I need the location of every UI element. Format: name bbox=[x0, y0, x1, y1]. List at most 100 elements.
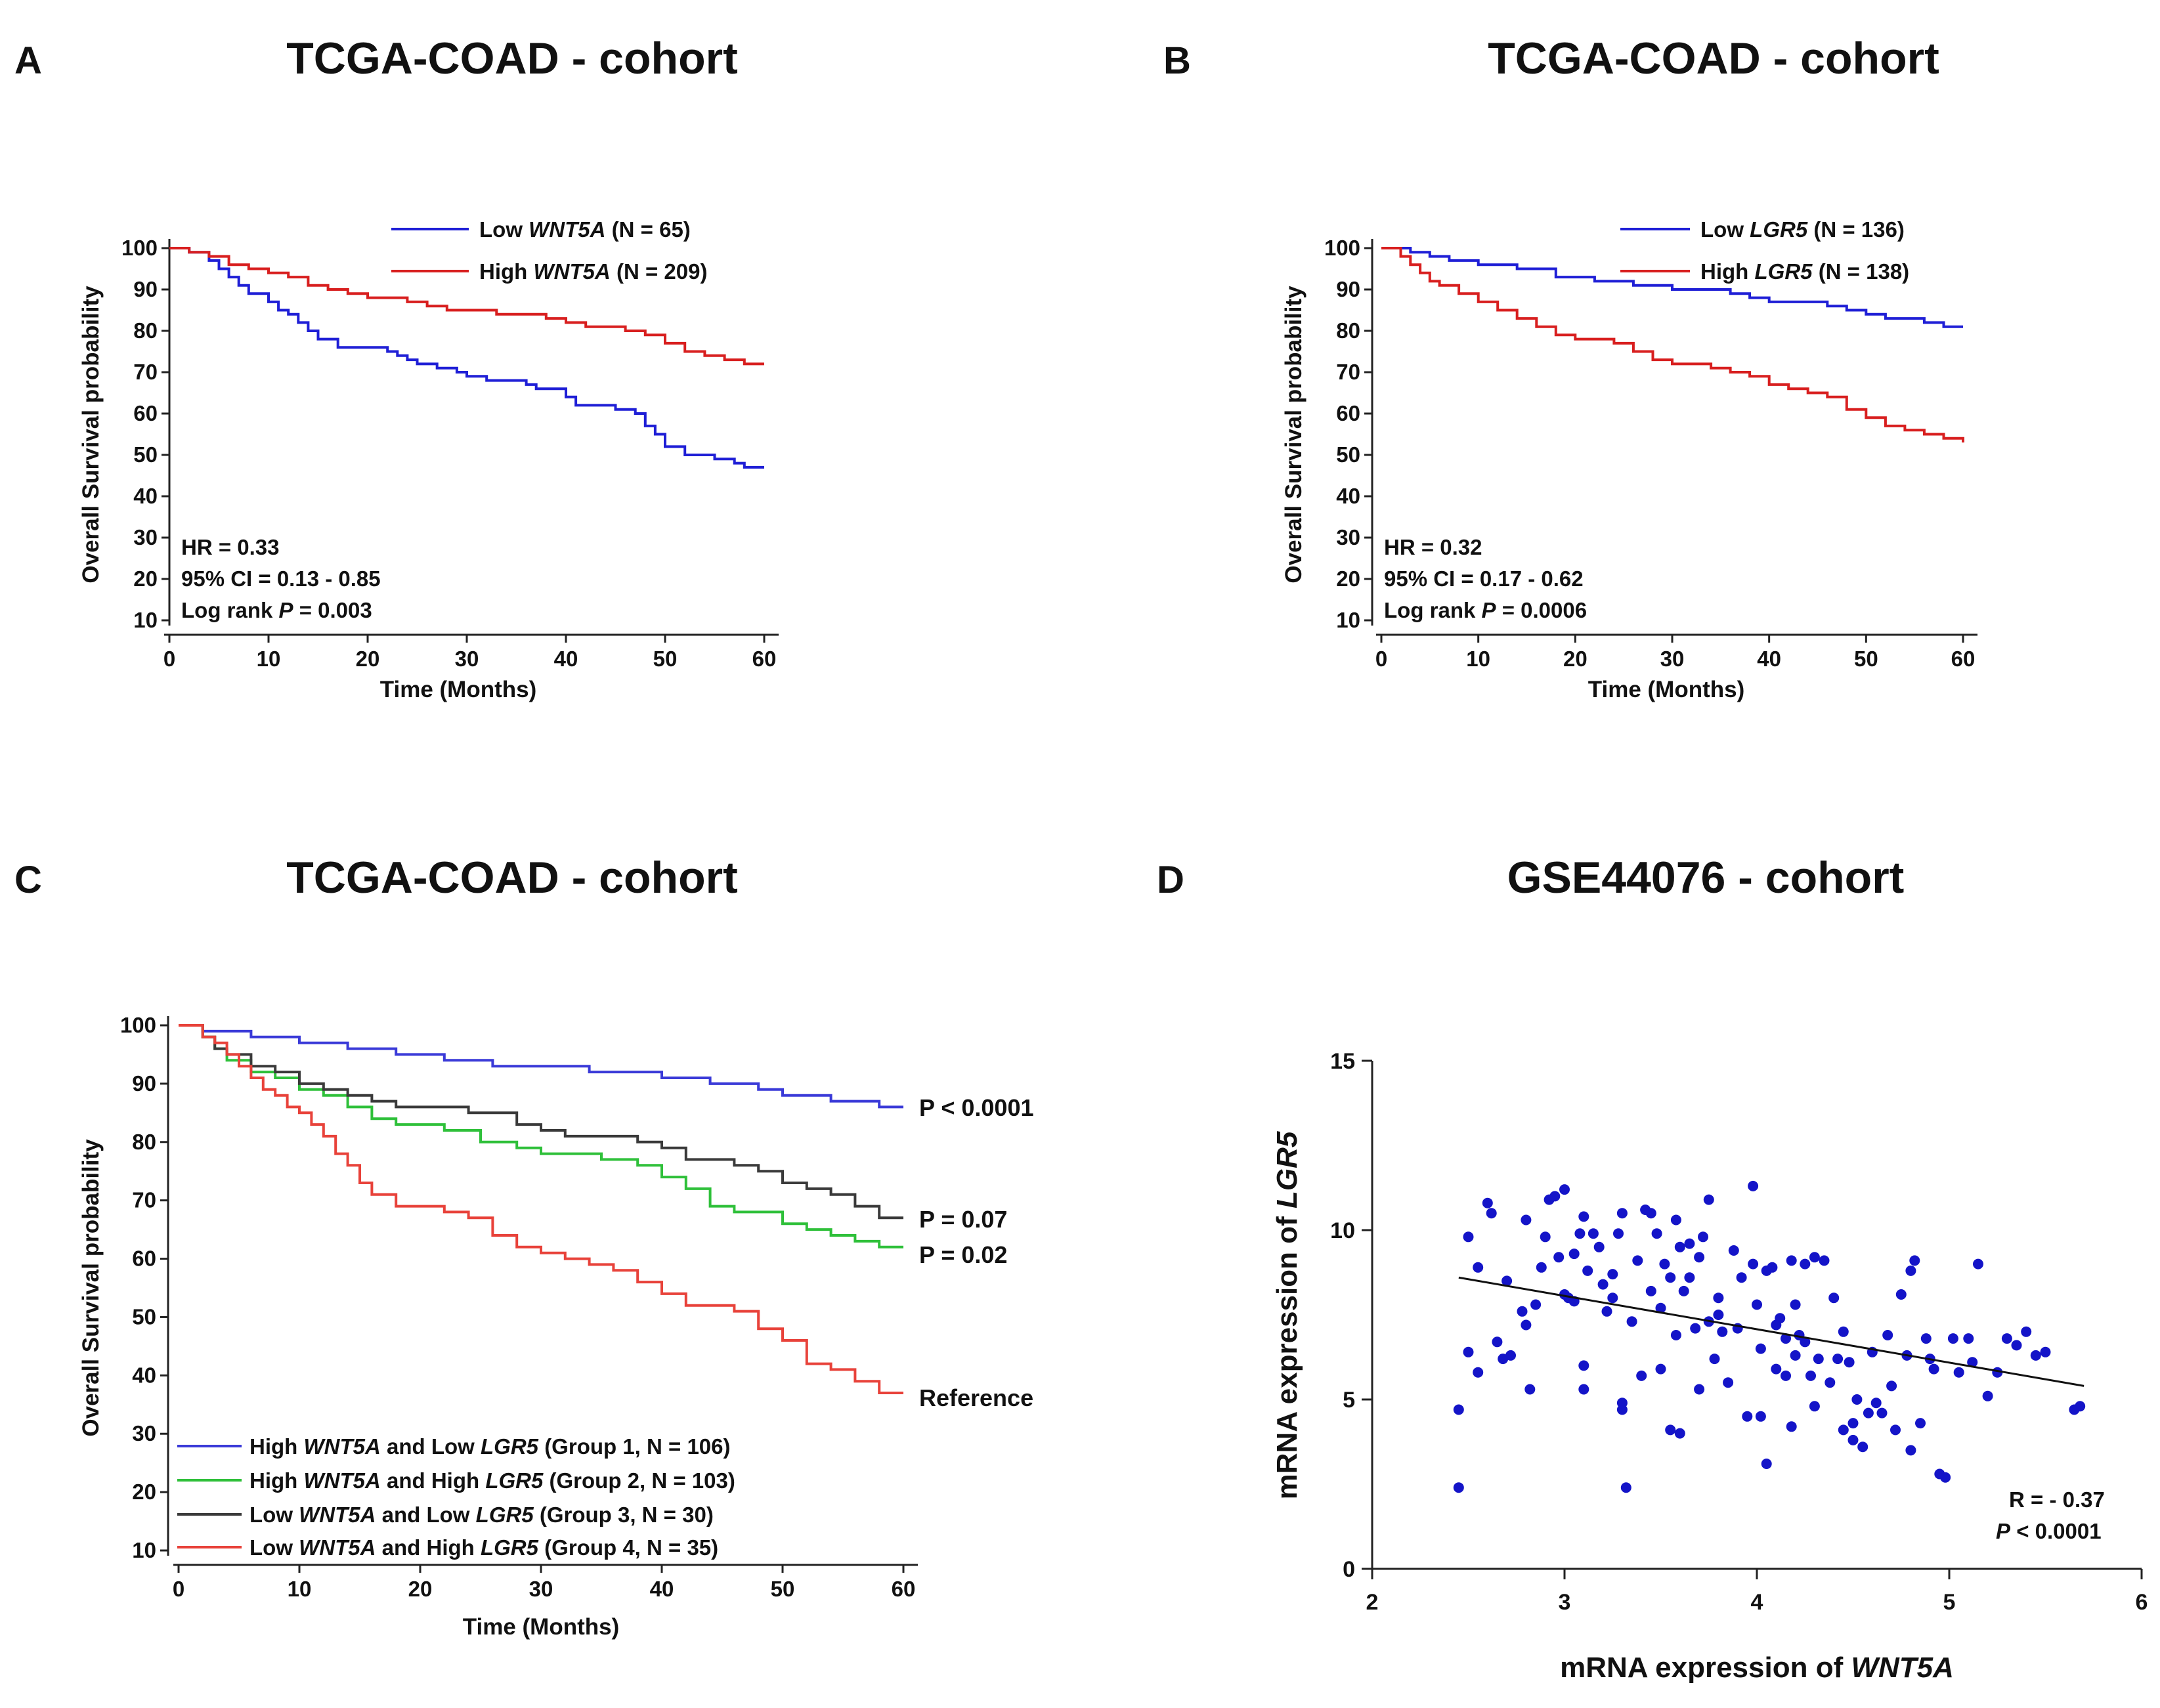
panel-b-hr: HR = 0.32 bbox=[1384, 535, 1482, 559]
panel-b-y-tick-label: 10 bbox=[1336, 608, 1360, 632]
panel-b-y-tick-label: 40 bbox=[1336, 484, 1360, 508]
panel-b-curve-high-lgr5 bbox=[1381, 247, 1964, 443]
scatter-point bbox=[1781, 1333, 1791, 1344]
group-1-p-value: P < 0.0001 bbox=[919, 1094, 1034, 1121]
scatter-point bbox=[1620, 1482, 1631, 1493]
panel-b-y-tick-label: 100 bbox=[1324, 236, 1360, 260]
panel-c-y-tick-label: 100 bbox=[120, 1013, 156, 1037]
panel-b-y-tick-label: 90 bbox=[1336, 277, 1360, 301]
scatter-point bbox=[1665, 1272, 1676, 1283]
scatter-point bbox=[1521, 1319, 1532, 1331]
panel-d-y-axis-label: mRNA expression of LGR5 bbox=[1271, 1131, 1303, 1499]
scatter-point bbox=[1670, 1214, 1681, 1226]
panel-b-curve-low-lgr5 bbox=[1381, 247, 1963, 328]
scatter-point bbox=[1786, 1255, 1797, 1266]
scatter-point bbox=[1755, 1411, 1766, 1422]
scatter-point bbox=[1553, 1252, 1565, 1263]
scatter-point bbox=[1492, 1336, 1503, 1348]
panel-a-title: TCGA-COAD - cohort bbox=[286, 33, 737, 83]
panel-b-x-tick-label: 20 bbox=[1563, 647, 1588, 671]
scatter-point bbox=[1761, 1459, 1772, 1469]
panel-a-curve-low-wnt5a bbox=[169, 247, 764, 469]
legend-label-group-3: Low WNT5A and Low LGR5 (Group 3, N = 30) bbox=[249, 1503, 714, 1527]
panel-d-y-tick-label: 15 bbox=[1330, 1049, 1355, 1074]
scatter-point bbox=[1851, 1394, 1863, 1405]
panel-c-curve-group-4 bbox=[179, 1024, 903, 1394]
panel-a-y-tick-label: 10 bbox=[133, 608, 158, 632]
scatter-point bbox=[1786, 1421, 1797, 1432]
scatter-point bbox=[1809, 1401, 1820, 1412]
panel-a-x-tick-label: 0 bbox=[163, 647, 175, 671]
legend-label-group-1: High WNT5A and Low LGR5 (Group 1, N = 10… bbox=[249, 1434, 731, 1459]
scatter-point bbox=[1982, 1390, 1993, 1401]
scatter-point bbox=[1767, 1262, 1778, 1273]
panel-d-x-axis-label: mRNA expression of WNT5A bbox=[1560, 1652, 1954, 1684]
panel-d-letter: D bbox=[1157, 859, 1184, 901]
scatter-point bbox=[1655, 1363, 1666, 1375]
scatter-point bbox=[1928, 1363, 1939, 1375]
panel-b-ci: 95% CI = 0.17 - 0.62 bbox=[1384, 566, 1584, 591]
panel-b-letter: B bbox=[1163, 39, 1191, 82]
panel-a-y-tick-label: 40 bbox=[133, 484, 158, 508]
scatter-point bbox=[1659, 1258, 1670, 1270]
panel-a-letter: A bbox=[14, 39, 42, 82]
panel-b-y-tick-label: 60 bbox=[1336, 401, 1360, 425]
panel-c-plot-area: 10 20 30 40 50 60 70 80 90 100 0 10 20 30 40 50 60 bbox=[120, 1013, 918, 1601]
panel-c-letter: C bbox=[14, 859, 42, 901]
panel-d-x-tick-label: 2 bbox=[1366, 1590, 1379, 1615]
scatter-point bbox=[1800, 1258, 1811, 1270]
panel-d-y-tick-label: 10 bbox=[1330, 1218, 1355, 1243]
scatter-point bbox=[1790, 1299, 1801, 1310]
scatter-point bbox=[1920, 1333, 1932, 1344]
scatter-point bbox=[1694, 1252, 1705, 1263]
scatter-point bbox=[1568, 1249, 1580, 1260]
panel-d: D GSE44076 - cohort 0 5 10 15 2 3 4 5 6 mRNA exp… bbox=[1157, 853, 2148, 1684]
panel-a-statistics: HR = 0.33 95% CI = 0.13 - 0.85 Log rank … bbox=[181, 535, 381, 622]
panel-a-legend: Low WNT5A (N = 65) High WNT5A (N = 209) bbox=[391, 217, 707, 284]
scatter-point bbox=[1636, 1370, 1647, 1381]
legend-label-group-4: Low WNT5A and High LGR5 (Group 4, N = 35… bbox=[249, 1535, 718, 1560]
panel-c-curve-group-3 bbox=[179, 1024, 903, 1220]
scatter-point bbox=[1549, 1191, 1561, 1202]
regression-line bbox=[1458, 1276, 2084, 1387]
scatter-point bbox=[1582, 1265, 1593, 1276]
scatter-point bbox=[1593, 1241, 1605, 1252]
panel-c-x-tick-label: 30 bbox=[529, 1577, 553, 1601]
scatter-point bbox=[1838, 1424, 1849, 1436]
scatter-point bbox=[1505, 1350, 1516, 1361]
scatter-point bbox=[1616, 1208, 1628, 1219]
panel-a-x-tick-label: 20 bbox=[356, 647, 380, 671]
scatter-point bbox=[1674, 1428, 1685, 1439]
scatter-point bbox=[1616, 1404, 1628, 1415]
panel-b-statistics: HR = 0.32 95% CI = 0.17 - 0.62 Log rank … bbox=[1384, 535, 1587, 622]
scatter-point bbox=[1463, 1346, 1474, 1357]
panel-c-y-tick-label: 20 bbox=[132, 1480, 156, 1504]
scatter-point bbox=[1844, 1357, 1855, 1368]
panel-b-x-axis-label: Time (Months) bbox=[1588, 677, 1745, 702]
panel-c-x-tick-label: 40 bbox=[650, 1577, 674, 1601]
group-3-p-value: P = 0.07 bbox=[919, 1206, 1007, 1233]
scatter-point bbox=[1800, 1336, 1811, 1348]
scatter-point bbox=[1713, 1292, 1724, 1304]
panel-a-y-tick-label: 50 bbox=[133, 442, 158, 467]
panel-b-y-tick-label: 20 bbox=[1336, 566, 1360, 591]
panel-d-title: GSE44076 - cohort bbox=[1507, 853, 1905, 903]
panel-a-x-tick-label: 60 bbox=[752, 647, 777, 671]
group-4-reference: Reference bbox=[919, 1384, 1033, 1411]
panel-a-ci: 95% CI = 0.13 - 0.85 bbox=[181, 566, 381, 591]
panel-c-y-tick-label: 90 bbox=[132, 1071, 156, 1096]
panel-b-y-axis-label: Overall Survival probability bbox=[1281, 286, 1307, 584]
scatter-point bbox=[1670, 1330, 1681, 1340]
panel-c-y-tick-label: 60 bbox=[132, 1247, 156, 1271]
scatter-point bbox=[1665, 1424, 1676, 1436]
scatter-point bbox=[1645, 1285, 1656, 1296]
scatter-point bbox=[1819, 1255, 1830, 1266]
panel-b-x-tick-label: 40 bbox=[1757, 647, 1781, 671]
panel-b-plot-area: 10 20 30 40 50 60 70 80 90 100 0 10 20 30 40 50 60 bbox=[1324, 236, 1977, 671]
panel-c-y-tick-label: 40 bbox=[132, 1363, 156, 1387]
scatter-point bbox=[1915, 1418, 1926, 1429]
scatter-point bbox=[1876, 1407, 1888, 1419]
scatter-point bbox=[2030, 1350, 2041, 1361]
panel-d-p-value: P < 0.0001 bbox=[1996, 1519, 2102, 1543]
